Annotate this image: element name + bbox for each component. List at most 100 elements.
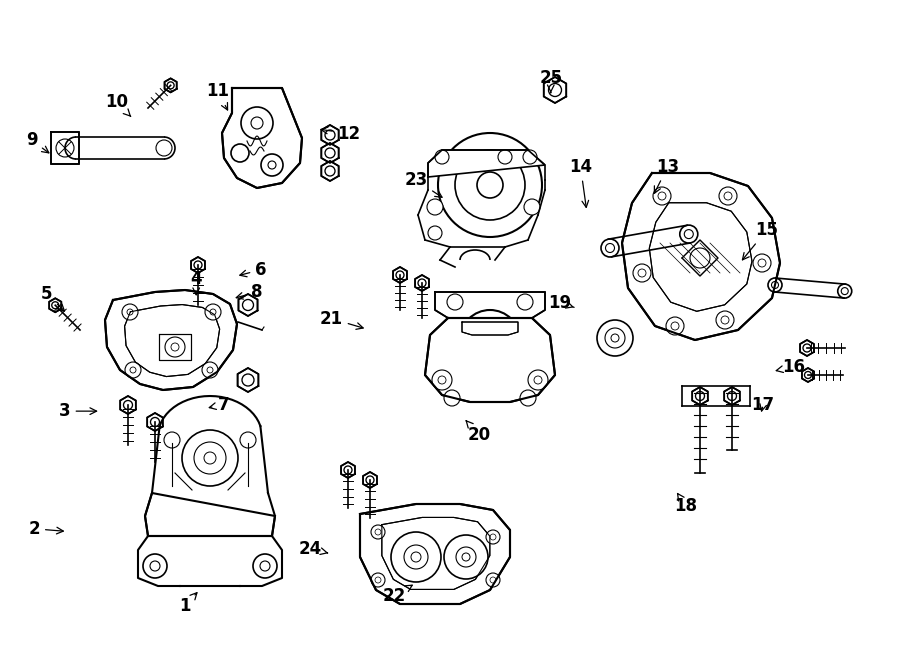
Circle shape: [428, 226, 442, 240]
Circle shape: [404, 545, 428, 569]
Circle shape: [758, 259, 766, 267]
Circle shape: [842, 288, 848, 295]
Circle shape: [548, 83, 562, 97]
Circle shape: [658, 192, 666, 200]
Circle shape: [375, 529, 381, 535]
Text: 2: 2: [29, 520, 63, 538]
Text: 25: 25: [539, 69, 562, 93]
Circle shape: [167, 82, 174, 89]
Circle shape: [477, 172, 503, 198]
Circle shape: [455, 150, 525, 220]
Circle shape: [520, 390, 536, 406]
Circle shape: [690, 248, 710, 268]
Text: 10: 10: [105, 93, 130, 116]
Circle shape: [344, 466, 352, 474]
Circle shape: [396, 271, 404, 279]
Circle shape: [418, 279, 426, 287]
Polygon shape: [148, 413, 163, 431]
Circle shape: [716, 311, 734, 329]
Circle shape: [143, 554, 167, 578]
Polygon shape: [124, 305, 220, 377]
Circle shape: [462, 553, 470, 561]
Circle shape: [366, 476, 374, 484]
Polygon shape: [428, 150, 545, 177]
Text: 12: 12: [321, 124, 361, 143]
Circle shape: [123, 401, 132, 410]
Text: 21: 21: [320, 309, 364, 329]
Polygon shape: [649, 203, 752, 311]
Polygon shape: [222, 88, 302, 188]
Circle shape: [150, 418, 159, 426]
Circle shape: [253, 554, 277, 578]
Polygon shape: [425, 318, 555, 402]
Polygon shape: [360, 504, 510, 604]
Text: 20: 20: [466, 420, 490, 444]
Circle shape: [605, 328, 625, 348]
Polygon shape: [802, 368, 814, 382]
Circle shape: [721, 316, 729, 324]
Polygon shape: [682, 240, 718, 276]
Circle shape: [483, 333, 497, 347]
Polygon shape: [382, 518, 490, 590]
Circle shape: [523, 150, 537, 164]
Circle shape: [638, 269, 646, 277]
Circle shape: [127, 309, 133, 315]
Text: 6: 6: [239, 260, 266, 279]
Polygon shape: [724, 387, 740, 405]
Circle shape: [438, 376, 446, 384]
Circle shape: [207, 367, 213, 373]
Polygon shape: [341, 462, 355, 478]
Polygon shape: [321, 161, 338, 181]
Circle shape: [684, 229, 693, 239]
Circle shape: [202, 362, 218, 378]
Polygon shape: [321, 125, 338, 145]
Polygon shape: [415, 275, 429, 291]
Circle shape: [671, 322, 679, 330]
Circle shape: [838, 284, 851, 298]
Circle shape: [375, 577, 381, 583]
Circle shape: [771, 282, 778, 288]
Circle shape: [371, 573, 385, 587]
Polygon shape: [622, 173, 780, 340]
Polygon shape: [800, 340, 814, 356]
Circle shape: [524, 199, 540, 215]
Circle shape: [456, 547, 476, 567]
Circle shape: [241, 107, 273, 139]
Circle shape: [125, 362, 141, 378]
Circle shape: [182, 430, 238, 486]
Circle shape: [666, 317, 684, 335]
Circle shape: [727, 391, 736, 401]
Circle shape: [528, 370, 548, 390]
Circle shape: [490, 577, 496, 583]
Polygon shape: [51, 132, 79, 164]
Circle shape: [56, 139, 74, 157]
Circle shape: [447, 294, 463, 310]
Circle shape: [240, 432, 256, 448]
Circle shape: [611, 334, 619, 342]
Circle shape: [165, 337, 185, 357]
Circle shape: [719, 187, 737, 205]
Circle shape: [251, 117, 263, 129]
Circle shape: [653, 187, 671, 205]
Circle shape: [768, 278, 782, 292]
Circle shape: [803, 344, 811, 352]
Circle shape: [534, 376, 542, 384]
Circle shape: [261, 154, 283, 176]
Circle shape: [325, 166, 335, 176]
Text: 22: 22: [382, 585, 412, 605]
Text: 7: 7: [210, 395, 229, 414]
Circle shape: [210, 309, 216, 315]
Circle shape: [486, 530, 500, 544]
Text: 24: 24: [299, 539, 328, 558]
Circle shape: [490, 534, 496, 540]
Circle shape: [194, 442, 226, 474]
Circle shape: [680, 225, 698, 243]
Text: 9: 9: [26, 131, 49, 153]
Circle shape: [260, 561, 270, 571]
Circle shape: [606, 243, 615, 253]
Circle shape: [805, 371, 812, 379]
Circle shape: [205, 304, 221, 320]
Text: 19: 19: [548, 293, 574, 312]
Circle shape: [597, 320, 633, 356]
Polygon shape: [238, 368, 258, 392]
